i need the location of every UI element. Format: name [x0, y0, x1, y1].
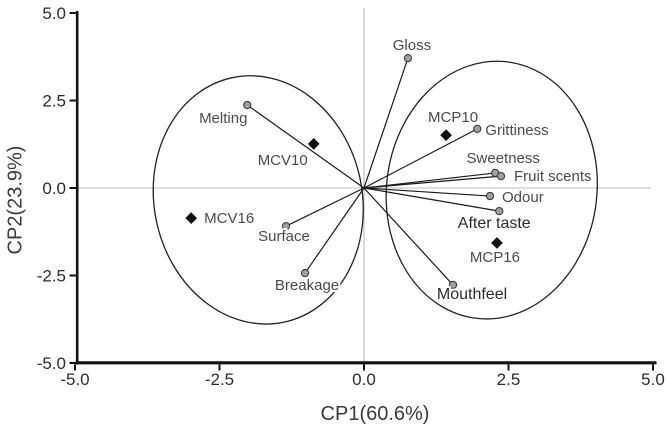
loading-marker-gloss [403, 54, 413, 63]
vector-line-odour [363, 187, 491, 197]
x-tick-label-2: 0.0 [352, 370, 376, 389]
vector-line-mouthfeel [363, 187, 454, 286]
vector-line-sweetness [363, 172, 496, 189]
point-label-mouthfeel: Mouthfeel [437, 286, 507, 303]
y-tick-label-3: -2.5 [37, 267, 66, 286]
point-label-sweetness: Sweetness [467, 150, 540, 167]
loading-marker-breakage [300, 268, 310, 278]
point-label-after-taste: After taste [458, 215, 531, 232]
point-label-odour: Odour [502, 189, 544, 206]
point-label-mcv16: MCV16 [204, 210, 254, 227]
y-tick-label-4: -5.0 [37, 354, 66, 373]
point-label-surface: Surface [258, 228, 310, 245]
x-axis-title: CP1(60.6%) [320, 403, 430, 425]
point-label-melting: Melting [199, 110, 247, 127]
y-axis-title: CP2(23.9%) [4, 145, 27, 255]
x-tick-label-3: 2.5 [497, 370, 521, 389]
x-tick-label-0: -5.0 [60, 370, 89, 389]
point-label-fruit-scents: Fruit scents [514, 168, 592, 185]
score-marker-mcv10 [307, 137, 320, 150]
loading-marker-odour [485, 191, 495, 201]
point-label-mcv10: MCV10 [258, 152, 308, 169]
ellipse-group-left-cluster [152, 75, 364, 325]
loading-marker-fruit-scents [496, 171, 506, 181]
point-label-grittiness: Grittiness [485, 122, 548, 139]
vector-line-gloss [363, 57, 409, 189]
cluster-ellipse-right-cluster [385, 60, 598, 320]
loading-marker-surface [281, 221, 291, 231]
vector-line-fruit-scents [363, 175, 502, 189]
point-label-gloss: Gloss [393, 37, 431, 54]
loading-marker-grittiness [473, 124, 482, 134]
y-tick-label-2: 0.0 [42, 179, 66, 198]
x-tick-label-1: -2.5 [205, 370, 234, 389]
vector-line-grittiness [363, 128, 478, 189]
score-marker-mcp10 [440, 129, 453, 142]
score-marker-mcp16 [490, 236, 503, 249]
y-tick-label-1: 2.5 [42, 92, 66, 111]
loading-marker-mouthfeel [448, 280, 458, 290]
vector-line-melting [246, 104, 365, 189]
vector-line-surface [285, 187, 365, 227]
point-label-breakage: Breakage [275, 277, 339, 294]
loading-marker-melting [243, 100, 252, 110]
x-tick-label-4: 5.0 [641, 370, 665, 389]
cluster-ellipse-left-cluster [152, 75, 364, 325]
ellipse-group-right-cluster [385, 60, 598, 320]
vector-line-breakage [304, 187, 365, 274]
point-label-mcp16: MCP16 [470, 249, 520, 266]
point-label-mcp10: MCP10 [428, 109, 478, 126]
vector-line-after-taste [363, 187, 500, 212]
loading-marker-after-taste [495, 206, 504, 216]
y-tick-label-0: 5.0 [42, 4, 66, 23]
score-marker-mcv16 [185, 212, 198, 225]
